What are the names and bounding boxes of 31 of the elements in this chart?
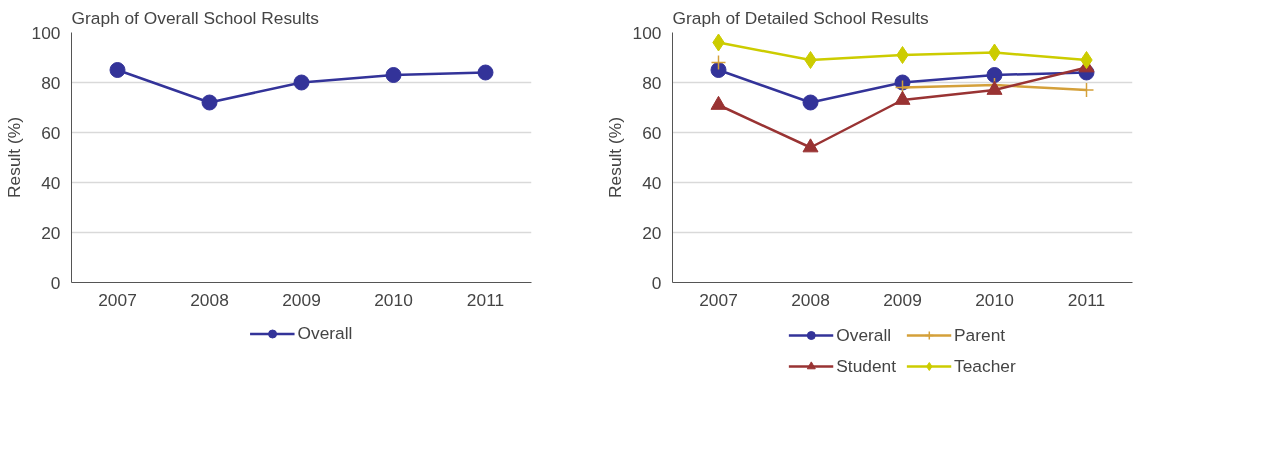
legend-label: Teacher: [954, 355, 1016, 377]
x-tick-label: 2010: [374, 289, 413, 310]
legend-label: Student: [836, 355, 897, 377]
y-tick-label: 40: [642, 172, 662, 193]
y-axis-title: Result (%): [604, 117, 625, 198]
y-tick-label: 80: [41, 72, 61, 93]
legend-label: Parent: [954, 324, 1006, 346]
x-tick-label: 2009: [883, 289, 922, 310]
x-tick-label: 2011: [1067, 289, 1106, 310]
y-tick-label: 20: [642, 222, 662, 243]
legend-label: Overall: [836, 324, 892, 346]
x-tick-label: 2008: [791, 289, 830, 310]
y-tick-label: 100: [632, 22, 662, 43]
legend-label: Overall: [297, 322, 353, 344]
x-tick-label: 2011: [466, 289, 505, 310]
y-tick-label: 0: [50, 272, 61, 293]
x-tick-label: 2009: [282, 289, 321, 310]
y-tick-label: 20: [41, 222, 61, 243]
y-axis-title: Result (%): [3, 117, 24, 198]
x-tick-label: 2007: [98, 289, 137, 310]
chart-title: Graph of Detailed School Results: [672, 7, 930, 28]
y-tick-label: 60: [642, 122, 662, 143]
y-tick-label: 100: [31, 22, 61, 43]
x-tick-label: 2007: [699, 289, 738, 310]
x-tick-label: 2010: [975, 289, 1014, 310]
y-tick-label: 60: [41, 122, 61, 143]
y-tick-label: 40: [41, 172, 61, 193]
chart-title: Graph of Overall School Results: [71, 7, 320, 28]
y-tick-label: 80: [642, 72, 662, 93]
x-tick-label: 2008: [190, 289, 229, 310]
y-tick-label: 0: [651, 272, 662, 293]
